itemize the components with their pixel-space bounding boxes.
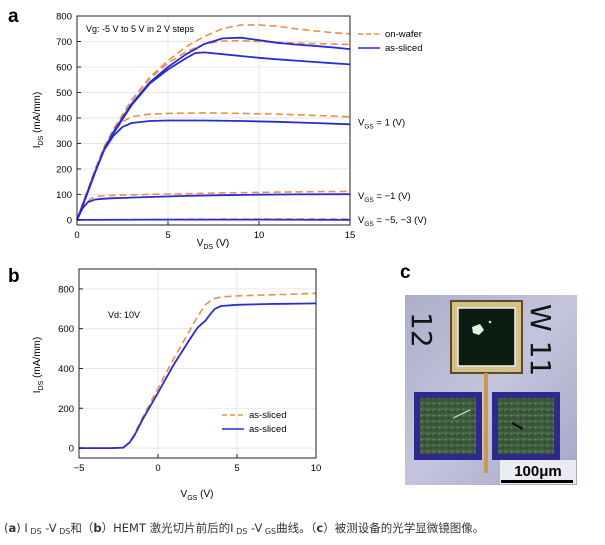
legend-label: as-sliced [385, 43, 423, 54]
y-tick-label: 400 [56, 113, 72, 124]
panel-label-a: a [8, 6, 19, 27]
y-tick-label: 200 [56, 164, 72, 175]
y-tick-label: 400 [58, 364, 74, 375]
chart-a-series [76, 24, 351, 221]
scale-bar-label: 100μm [514, 463, 562, 480]
chart-a-legend: on-wafer as-sliced [358, 29, 423, 54]
x-tick-label: −5 [74, 463, 85, 474]
x-tick-label: 5 [234, 463, 239, 474]
chart-b-annotation: Vd: 10V [108, 310, 140, 320]
micrograph-image: 12 W 11 100μm [405, 295, 577, 485]
series-line-dashed-2 [76, 112, 351, 221]
legend-label: as-sliced [249, 410, 287, 421]
chart-a-ticks: 0 5 10 15 0 100 200 300 400 500 600 700 800 [56, 12, 355, 242]
chart-a: 0 5 10 15 0 100 200 300 400 500 600 700 800 Vg: -5 V… [32, 12, 427, 252]
chart-a-ylabel: IDS (mA/mm) [32, 92, 45, 148]
device-gate-pad [457, 307, 516, 367]
y-tick-label: 0 [69, 444, 74, 455]
y-tick-label: 100 [56, 190, 72, 201]
legend-label: on-wafer [385, 29, 422, 40]
x-tick-label: 10 [254, 230, 265, 241]
x-tick-label: 15 [345, 230, 356, 241]
y-tick-label: 500 [56, 88, 72, 99]
y-tick-label: 0 [67, 215, 72, 226]
panel-label-c: c [400, 262, 411, 283]
pad-left [420, 398, 476, 454]
series-line-dashed-1 [76, 39, 351, 221]
y-tick-label: 600 [58, 324, 74, 335]
pad-right [498, 398, 554, 454]
x-tick-label: 0 [155, 463, 160, 474]
chart-b-legend: as-sliced as-sliced [222, 410, 287, 435]
curve-label: VGS = −5, −3 (V) [358, 215, 427, 228]
chart-a-xlabel: VDS (V) [197, 238, 230, 251]
device-connector [484, 373, 488, 473]
y-tick-label: 300 [56, 139, 72, 150]
y-tick-label: 800 [58, 284, 74, 295]
panel-label-b: b [8, 266, 20, 287]
series-line-solid-1 [79, 302, 317, 449]
curve-label: VGS = 1 (V) [358, 117, 405, 130]
chart-a-curve-labels: VGS = 1 (V) VGS = −1 (V) VGS = −5, −3 (V) [358, 117, 427, 228]
series-line-solid-7 [76, 119, 351, 221]
y-tick-label: 800 [56, 12, 72, 23]
x-tick-label: 10 [311, 463, 322, 474]
chart-b-xlabel: VGS (V) [181, 489, 214, 502]
y-tick-label: 200 [58, 404, 74, 415]
y-tick-label: 700 [56, 37, 72, 48]
series-line-solid-8 [76, 193, 351, 221]
chart-b-ylabel: IDS (mA/mm) [32, 337, 45, 393]
device-defect [472, 324, 484, 335]
series-line-dashed-3 [76, 190, 351, 221]
series-line-dashed-0 [79, 292, 317, 449]
micrograph-label-left: 12 [405, 312, 438, 348]
legend-label: as-sliced [249, 424, 287, 435]
scale-bar [501, 480, 573, 483]
micrograph-label-right: W 11 [524, 304, 557, 376]
x-tick-label: 5 [165, 230, 170, 241]
chart-a-annotation: Vg: -5 V to 5 V in 2 V steps [86, 24, 195, 34]
y-tick-label: 600 [56, 62, 72, 73]
chart-a-plot-frame [76, 15, 351, 226]
chart-b-plot-frame [78, 268, 317, 459]
curve-label: VGS = −1 (V) [358, 191, 411, 204]
figure-caption: (a) I DS -V DS和（b）HEMT 激光切片前后的I DS -V GS… [4, 521, 485, 536]
x-tick-label: 0 [74, 230, 79, 241]
chart-b-series [79, 292, 317, 449]
